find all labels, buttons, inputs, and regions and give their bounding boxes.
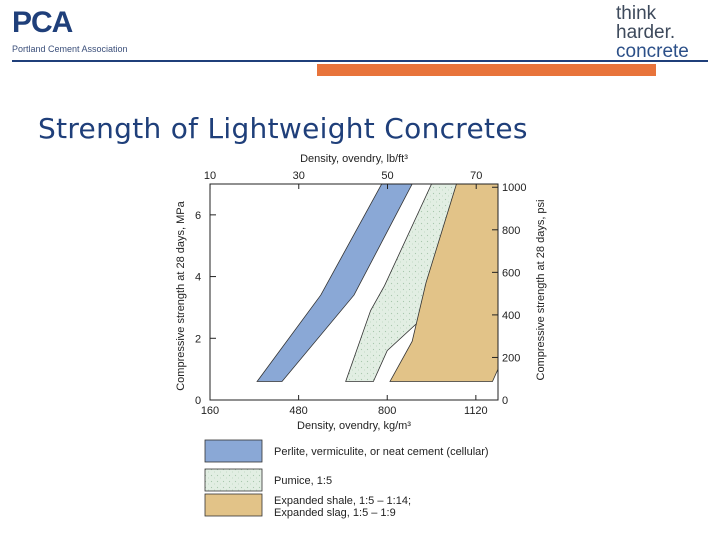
y-right-axis-label: Compressive strength at 28 days, psi: [535, 200, 547, 381]
y-right-tick-label: 1000: [502, 182, 526, 194]
y-right-tick-label: 400: [502, 310, 520, 322]
brand-line-concrete: concrete: [616, 41, 689, 62]
y-left-tick-label: 2: [195, 333, 201, 345]
x-top-tick-label: 10: [204, 170, 216, 182]
y-left-tick-label: 0: [195, 395, 201, 407]
y-right-tick-label: 0: [502, 395, 508, 407]
header-divider: [12, 60, 708, 62]
pca-logo: PCA Portland Cement Association: [12, 6, 132, 56]
plot-frame: [209, 183, 499, 401]
brand-line-think: think: [616, 3, 657, 24]
brand-line-harder: harder.: [616, 22, 676, 43]
x-top-tick-label: 50: [381, 170, 393, 182]
legend-item-perlite-label: Perlite, vermiculite, or neat cement (ce…: [274, 446, 489, 458]
accent-bar: [317, 64, 656, 76]
y-left-tick-label: 6: [195, 210, 201, 222]
y-right-tick-label: 600: [502, 267, 520, 279]
series-perlite-area: [256, 184, 413, 382]
series-expanded-shale-area: [389, 184, 498, 382]
x-top-tick-label: 70: [470, 170, 482, 182]
legend-item-pumice-swatch: [204, 468, 263, 492]
x-bottom-tick-label: 160: [201, 405, 219, 417]
x-bottom-tick-label: 480: [289, 405, 307, 417]
x-bottom-tick-label: 1120: [464, 405, 488, 417]
legend-item-expanded-shale-label: Expanded slag, 1:5 – 1:9: [274, 507, 396, 519]
y-left-axis-label: Compressive strength at 28 days, MPa: [175, 200, 187, 390]
y-left-tick-label: 4: [195, 272, 201, 284]
legend-item-expanded-shale-swatch: [204, 493, 263, 517]
brand-tagline: think harder. concrete: [616, 4, 706, 61]
pca-logo-mark: PCA: [12, 6, 73, 39]
slide-title: Strength of Lightweight Concretes: [38, 112, 528, 145]
y-right-tick-label: 200: [502, 352, 520, 364]
legend-item-expanded-shale-label: Expanded shale, 1:5 – 1:14;: [274, 495, 411, 507]
pca-logo-subtitle: Portland Cement Association: [12, 44, 128, 54]
x-bottom-axis-label: Density, ovendry, kg/m³: [297, 420, 411, 432]
y-right-tick-label: 800: [502, 225, 520, 237]
legend-item-perlite-swatch: [204, 439, 263, 463]
x-top-axis-label: Density, ovendry, lb/ft³: [300, 153, 408, 165]
x-top-tick-label: 30: [293, 170, 305, 182]
legend-item-pumice-label: Pumice, 1:5: [274, 475, 332, 487]
x-bottom-tick-label: 800: [378, 405, 396, 417]
